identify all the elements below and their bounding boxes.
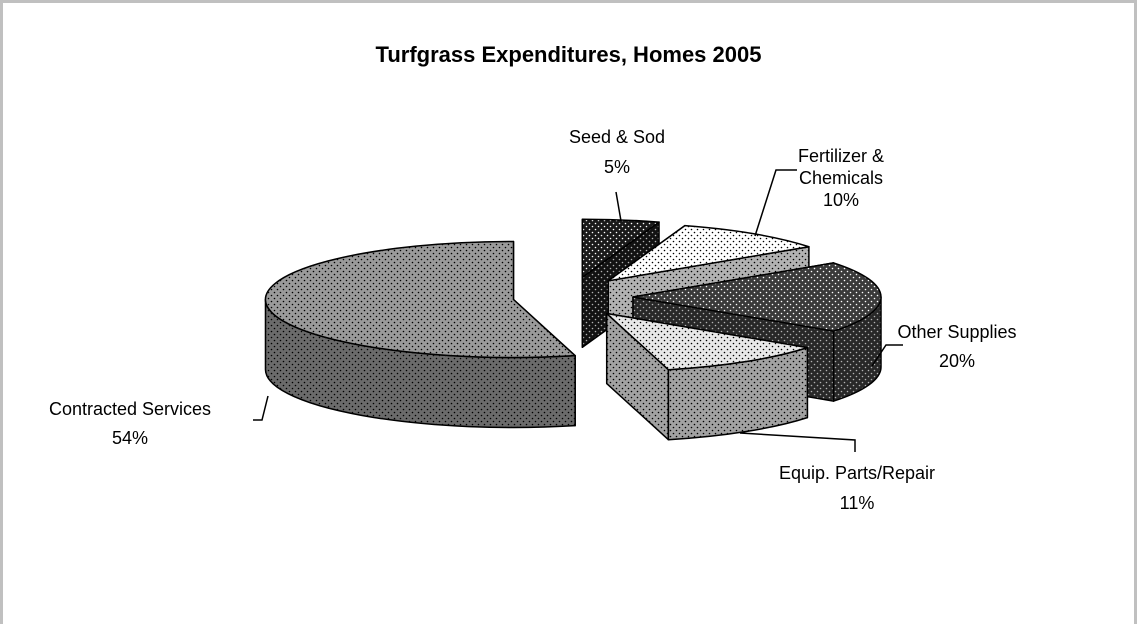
- slice-label: Fertilizer & Chemicals: [797, 146, 884, 188]
- slice-wall-shade: [668, 347, 808, 440]
- leader-line: [615, 191, 622, 222]
- leader-lines: [253, 169, 903, 452]
- slice-label: Equip. Parts/Repair: [778, 463, 936, 483]
- slice-wall-shade: [265, 299, 576, 428]
- slice-label: Seed & Sod: [568, 127, 666, 147]
- pie: [264, 218, 882, 441]
- chart-title: Turfgrass Expenditures, Homes 2005: [375, 42, 762, 67]
- value-label: 54%: [111, 428, 149, 448]
- leader-line: [739, 432, 856, 452]
- slice-label: Other Supplies: [897, 322, 1017, 342]
- slice-side-shade: [606, 313, 669, 440]
- leader-line: [253, 395, 269, 421]
- leader-line: [754, 169, 797, 237]
- slice: [264, 240, 576, 429]
- value-label: 5%: [603, 157, 630, 177]
- value-label: 10%: [822, 190, 860, 210]
- slice-label: Contracted Services: [48, 399, 212, 419]
- leader-line: [871, 344, 903, 367]
- slice-top: [264, 240, 576, 359]
- value-label: 20%: [938, 351, 976, 371]
- slice-top: [605, 312, 809, 371]
- slice-wall-shade: [833, 297, 881, 402]
- slice-top: [632, 262, 882, 332]
- slice: [605, 312, 809, 441]
- value-label: 11%: [839, 493, 875, 513]
- slice-top: [607, 224, 810, 282]
